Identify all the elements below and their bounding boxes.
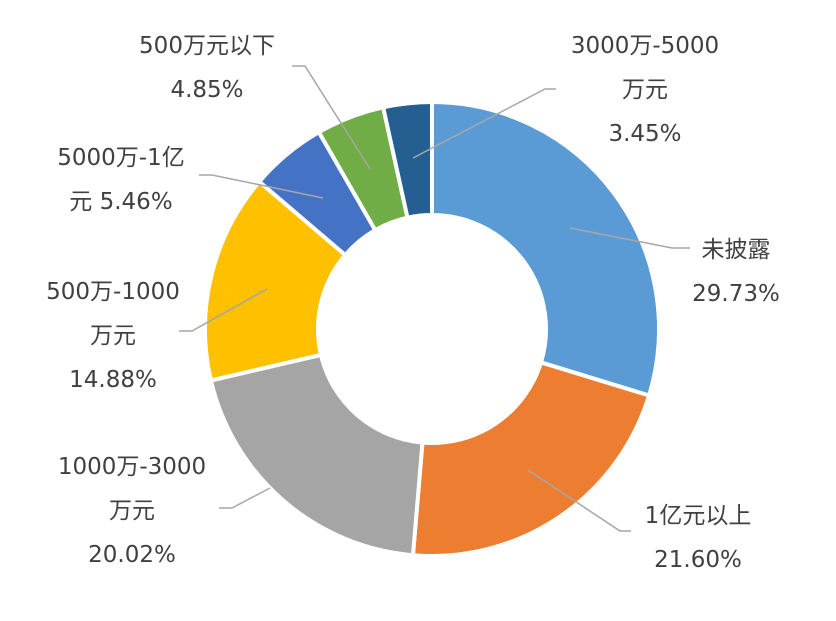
- chart-leader-lines: [179, 65, 690, 532]
- leader-line: [219, 487, 271, 509]
- slice-label-line: 14.88%: [69, 367, 157, 393]
- slice-label-line: 万元: [622, 77, 668, 103]
- slice-label-line: 万元: [89, 323, 136, 349]
- leader-line: [179, 288, 268, 332]
- slice-label: 5000万-1亿元 5.46%: [57, 136, 184, 224]
- slice-label-line: 500万元以下: [139, 33, 275, 59]
- slice-label-line: 未披露: [701, 237, 771, 263]
- slice-label: 1000万-3000 万元 20.02%: [58, 445, 206, 577]
- slice-label-line: 3000万-5000: [570, 33, 720, 59]
- slice-label-line: 1000万-3000: [57, 454, 207, 480]
- slice-label-line: 21.60%: [654, 547, 742, 573]
- slice-label-line: 1亿元以上: [644, 503, 752, 529]
- slice-0: [430, 99, 661, 399]
- slice-label: 1亿元以上 21.60%: [645, 494, 752, 582]
- slice-label-line: 4.85%: [170, 77, 244, 103]
- slice-label-line: 5000万-1亿: [57, 145, 185, 171]
- slice-label: 500万-1000 万元 14.88%: [46, 270, 180, 402]
- slice-label: 500万元以下 4.85%: [139, 24, 275, 112]
- slice-label-line: 元 5.46%: [69, 189, 173, 215]
- slice-label: 未披露 29.73%: [692, 228, 780, 316]
- leader-line: [292, 65, 371, 170]
- leader-line: [569, 227, 690, 249]
- leader-line: [527, 469, 631, 532]
- slice-label-line: 万元: [109, 498, 155, 524]
- leader-line: [412, 88, 556, 159]
- slice-6: [380, 99, 434, 221]
- slice-label-line: 20.02%: [88, 542, 176, 568]
- leader-line: [199, 174, 324, 199]
- slice-3: [203, 178, 349, 383]
- slice-label-line: 29.73%: [692, 281, 780, 307]
- slice-label-line: 3.45%: [608, 121, 682, 147]
- slice-label: 3000万-5000 万元 3.45%: [571, 24, 719, 156]
- slice-label-line: 500万-1000: [46, 279, 180, 305]
- slice-2: [208, 352, 425, 558]
- chart-slices: [203, 99, 661, 558]
- slice-1: [410, 359, 652, 558]
